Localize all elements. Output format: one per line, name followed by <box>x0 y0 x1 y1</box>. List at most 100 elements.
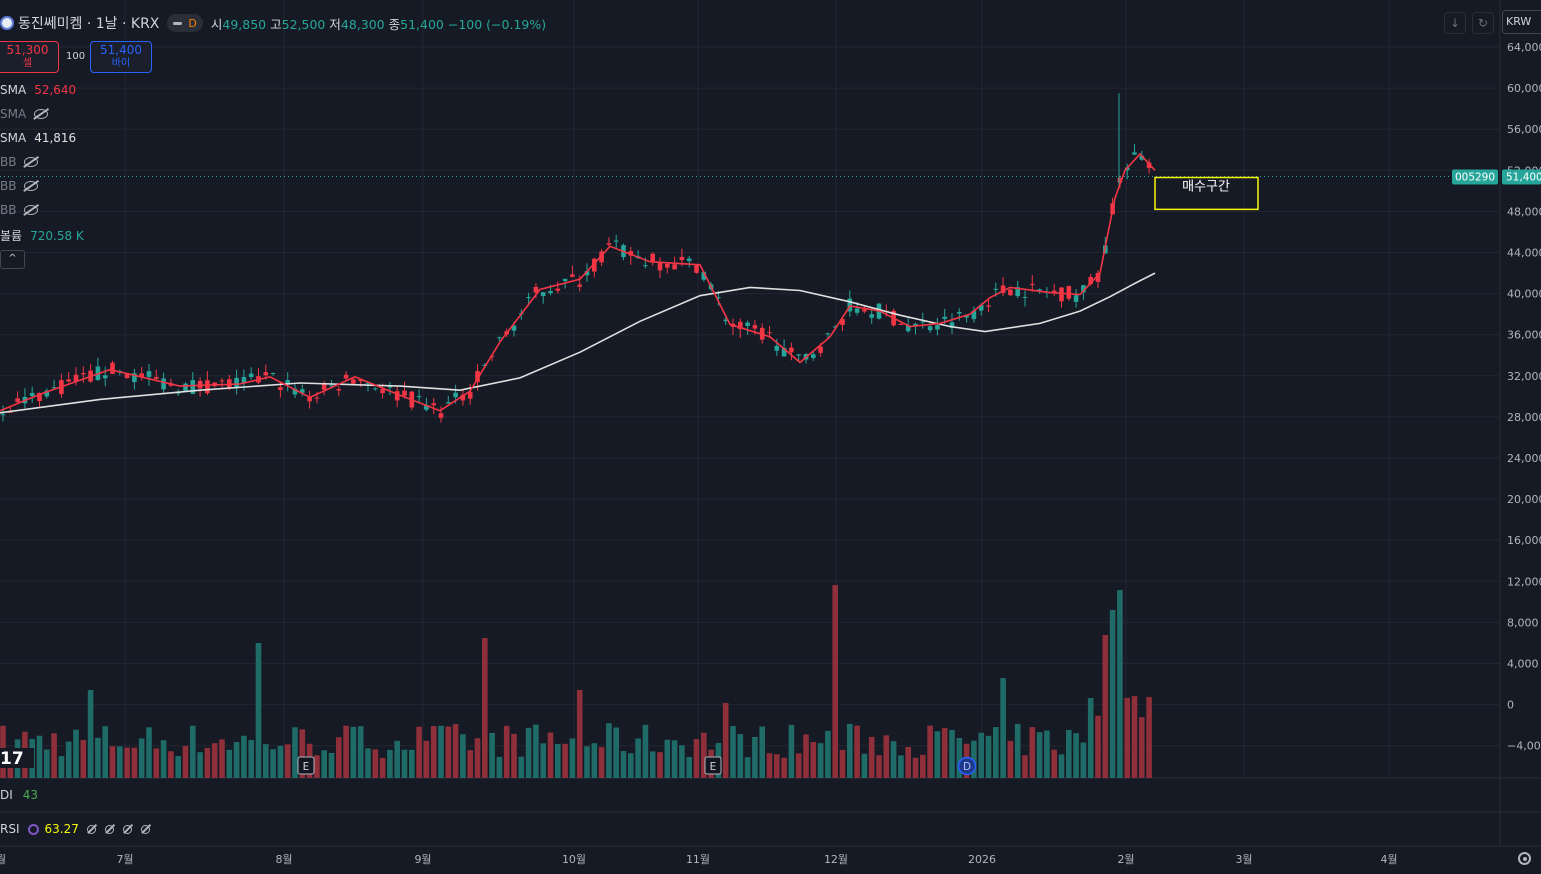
sell-price: 51,300 <box>6 43 49 57</box>
sell-label: 셀 <box>22 58 33 69</box>
ohlc-values: 시49,850 고52,500 저48,300 종51,400 −100 (−0… <box>211 14 546 33</box>
hidden-eye-icon[interactable] <box>24 181 39 191</box>
candle-body <box>336 389 342 391</box>
hidden-eye-icon[interactable] <box>34 109 49 119</box>
volume-bar <box>430 726 437 778</box>
volume-bar <box>1007 740 1014 778</box>
volume-bar <box>956 737 963 778</box>
volume-bar <box>1146 697 1152 778</box>
candle-body <box>373 388 378 390</box>
candle-body <box>285 380 290 384</box>
volume-bar <box>861 753 868 778</box>
buy-button[interactable]: 51,400 바이 <box>90 41 152 73</box>
candle-body <box>672 264 677 270</box>
candle-body <box>511 325 517 331</box>
candle-body <box>460 394 466 401</box>
hidden-eye-icon[interactable] <box>24 157 39 167</box>
volume-bar <box>628 753 634 778</box>
dmi-pane-legend[interactable]: DI 43 <box>0 788 38 802</box>
indicator-volume[interactable]: 볼륨 720.58 K <box>0 227 84 244</box>
indicator-value: 52,640 <box>34 83 77 97</box>
volume-bar <box>1022 755 1028 778</box>
volume-bar <box>277 745 284 778</box>
volume-bar <box>387 749 393 778</box>
candle-body <box>475 371 480 383</box>
candle-body <box>986 305 991 307</box>
candle-body <box>1095 272 1101 282</box>
volume-bar <box>752 736 758 778</box>
candle-body <box>219 380 225 382</box>
time-tick-label: 10월 <box>562 853 586 866</box>
download-icon[interactable]: ↓ <box>1444 12 1466 34</box>
candle-body <box>81 373 86 375</box>
sma-slow-line <box>0 272 1156 414</box>
price-tick-label: 20,000 <box>1507 493 1541 506</box>
indicator-sma-hidden[interactable]: SMA <box>0 107 49 121</box>
indicator-sma-fast[interactable]: SMA 52,640 <box>0 83 76 97</box>
indicator-bb-1[interactable]: BB <box>0 155 39 169</box>
volume-bar <box>671 740 678 778</box>
candle-body <box>446 402 451 404</box>
candle-body <box>1132 152 1137 155</box>
volume-bar <box>409 749 415 778</box>
volume-bar <box>109 746 116 778</box>
time-tick-label: 2026 <box>968 853 996 866</box>
currency-select[interactable]: KRW <box>1502 10 1541 34</box>
candle-body <box>248 373 254 378</box>
close-label: 종 <box>388 16 401 32</box>
market-status-badge[interactable]: D <box>167 14 203 32</box>
volume-bar <box>540 743 546 778</box>
volume-bar <box>941 728 948 778</box>
volume-bar <box>175 756 181 778</box>
ticker-tag <box>1452 169 1498 185</box>
candle-body <box>752 325 758 329</box>
candle-body <box>789 347 794 353</box>
rsi-pane-legend[interactable]: RSI 63.27 <box>0 822 159 836</box>
volume-bar <box>299 729 306 778</box>
price-tick-label: 32,000 <box>1507 370 1541 383</box>
buy-zone-label: 매수구간 <box>1182 179 1230 194</box>
candle-body <box>832 326 838 328</box>
indicator-bb-2[interactable]: BB <box>0 179 39 193</box>
volume-bar <box>51 733 57 778</box>
price-tick-label: 12,000 <box>1507 575 1541 588</box>
volume-bar <box>1044 730 1050 778</box>
volume-bar <box>445 726 452 778</box>
hidden-eye-icon[interactable] <box>24 205 39 215</box>
candle-body <box>234 377 239 389</box>
time-tick-label: 4월 <box>1380 853 1397 866</box>
volume-bar <box>591 743 598 778</box>
refresh-icon[interactable]: ↻ <box>1472 12 1494 34</box>
price-tick-label: 24,000 <box>1507 452 1541 465</box>
candle-body <box>416 396 422 398</box>
volume-bar <box>1087 698 1094 778</box>
dmi-label: DI <box>0 788 13 802</box>
candle-body <box>241 377 247 384</box>
collapse-legend-button[interactable]: ^ <box>0 250 25 269</box>
rsi-source-icon <box>27 823 39 835</box>
volume-bar <box>160 740 167 778</box>
volume-bar <box>95 737 101 778</box>
order-quantity[interactable]: 100 <box>66 51 86 62</box>
volume-bar <box>270 749 276 778</box>
indicator-name: BB <box>0 179 17 193</box>
volume-bar <box>423 740 430 778</box>
price-tick-label: 36,000 <box>1507 329 1541 342</box>
volume-bar <box>153 748 160 778</box>
change-value: −100 (−0.19%) <box>447 16 547 32</box>
symbol-title[interactable]: 동진쎄미켐 · 1날 · KRX <box>18 16 160 32</box>
candle-body <box>1088 276 1093 285</box>
settings-gear-icon[interactable] <box>1518 852 1531 865</box>
buy-price: 51,400 <box>100 43 142 57</box>
price-tick-label: 40,000 <box>1507 288 1541 301</box>
candle-body <box>8 411 13 413</box>
indicator-sma-slow[interactable]: SMA 41,816 <box>0 131 76 145</box>
sell-button[interactable]: 51,300 셀 <box>0 41 59 73</box>
volume-bar <box>182 745 189 778</box>
dmi-value: 43 <box>22 788 39 802</box>
indicator-bb-3[interactable]: BB <box>0 203 39 217</box>
candle-body <box>1139 155 1145 160</box>
volume-bar <box>1058 754 1065 778</box>
candle-body <box>942 316 947 320</box>
